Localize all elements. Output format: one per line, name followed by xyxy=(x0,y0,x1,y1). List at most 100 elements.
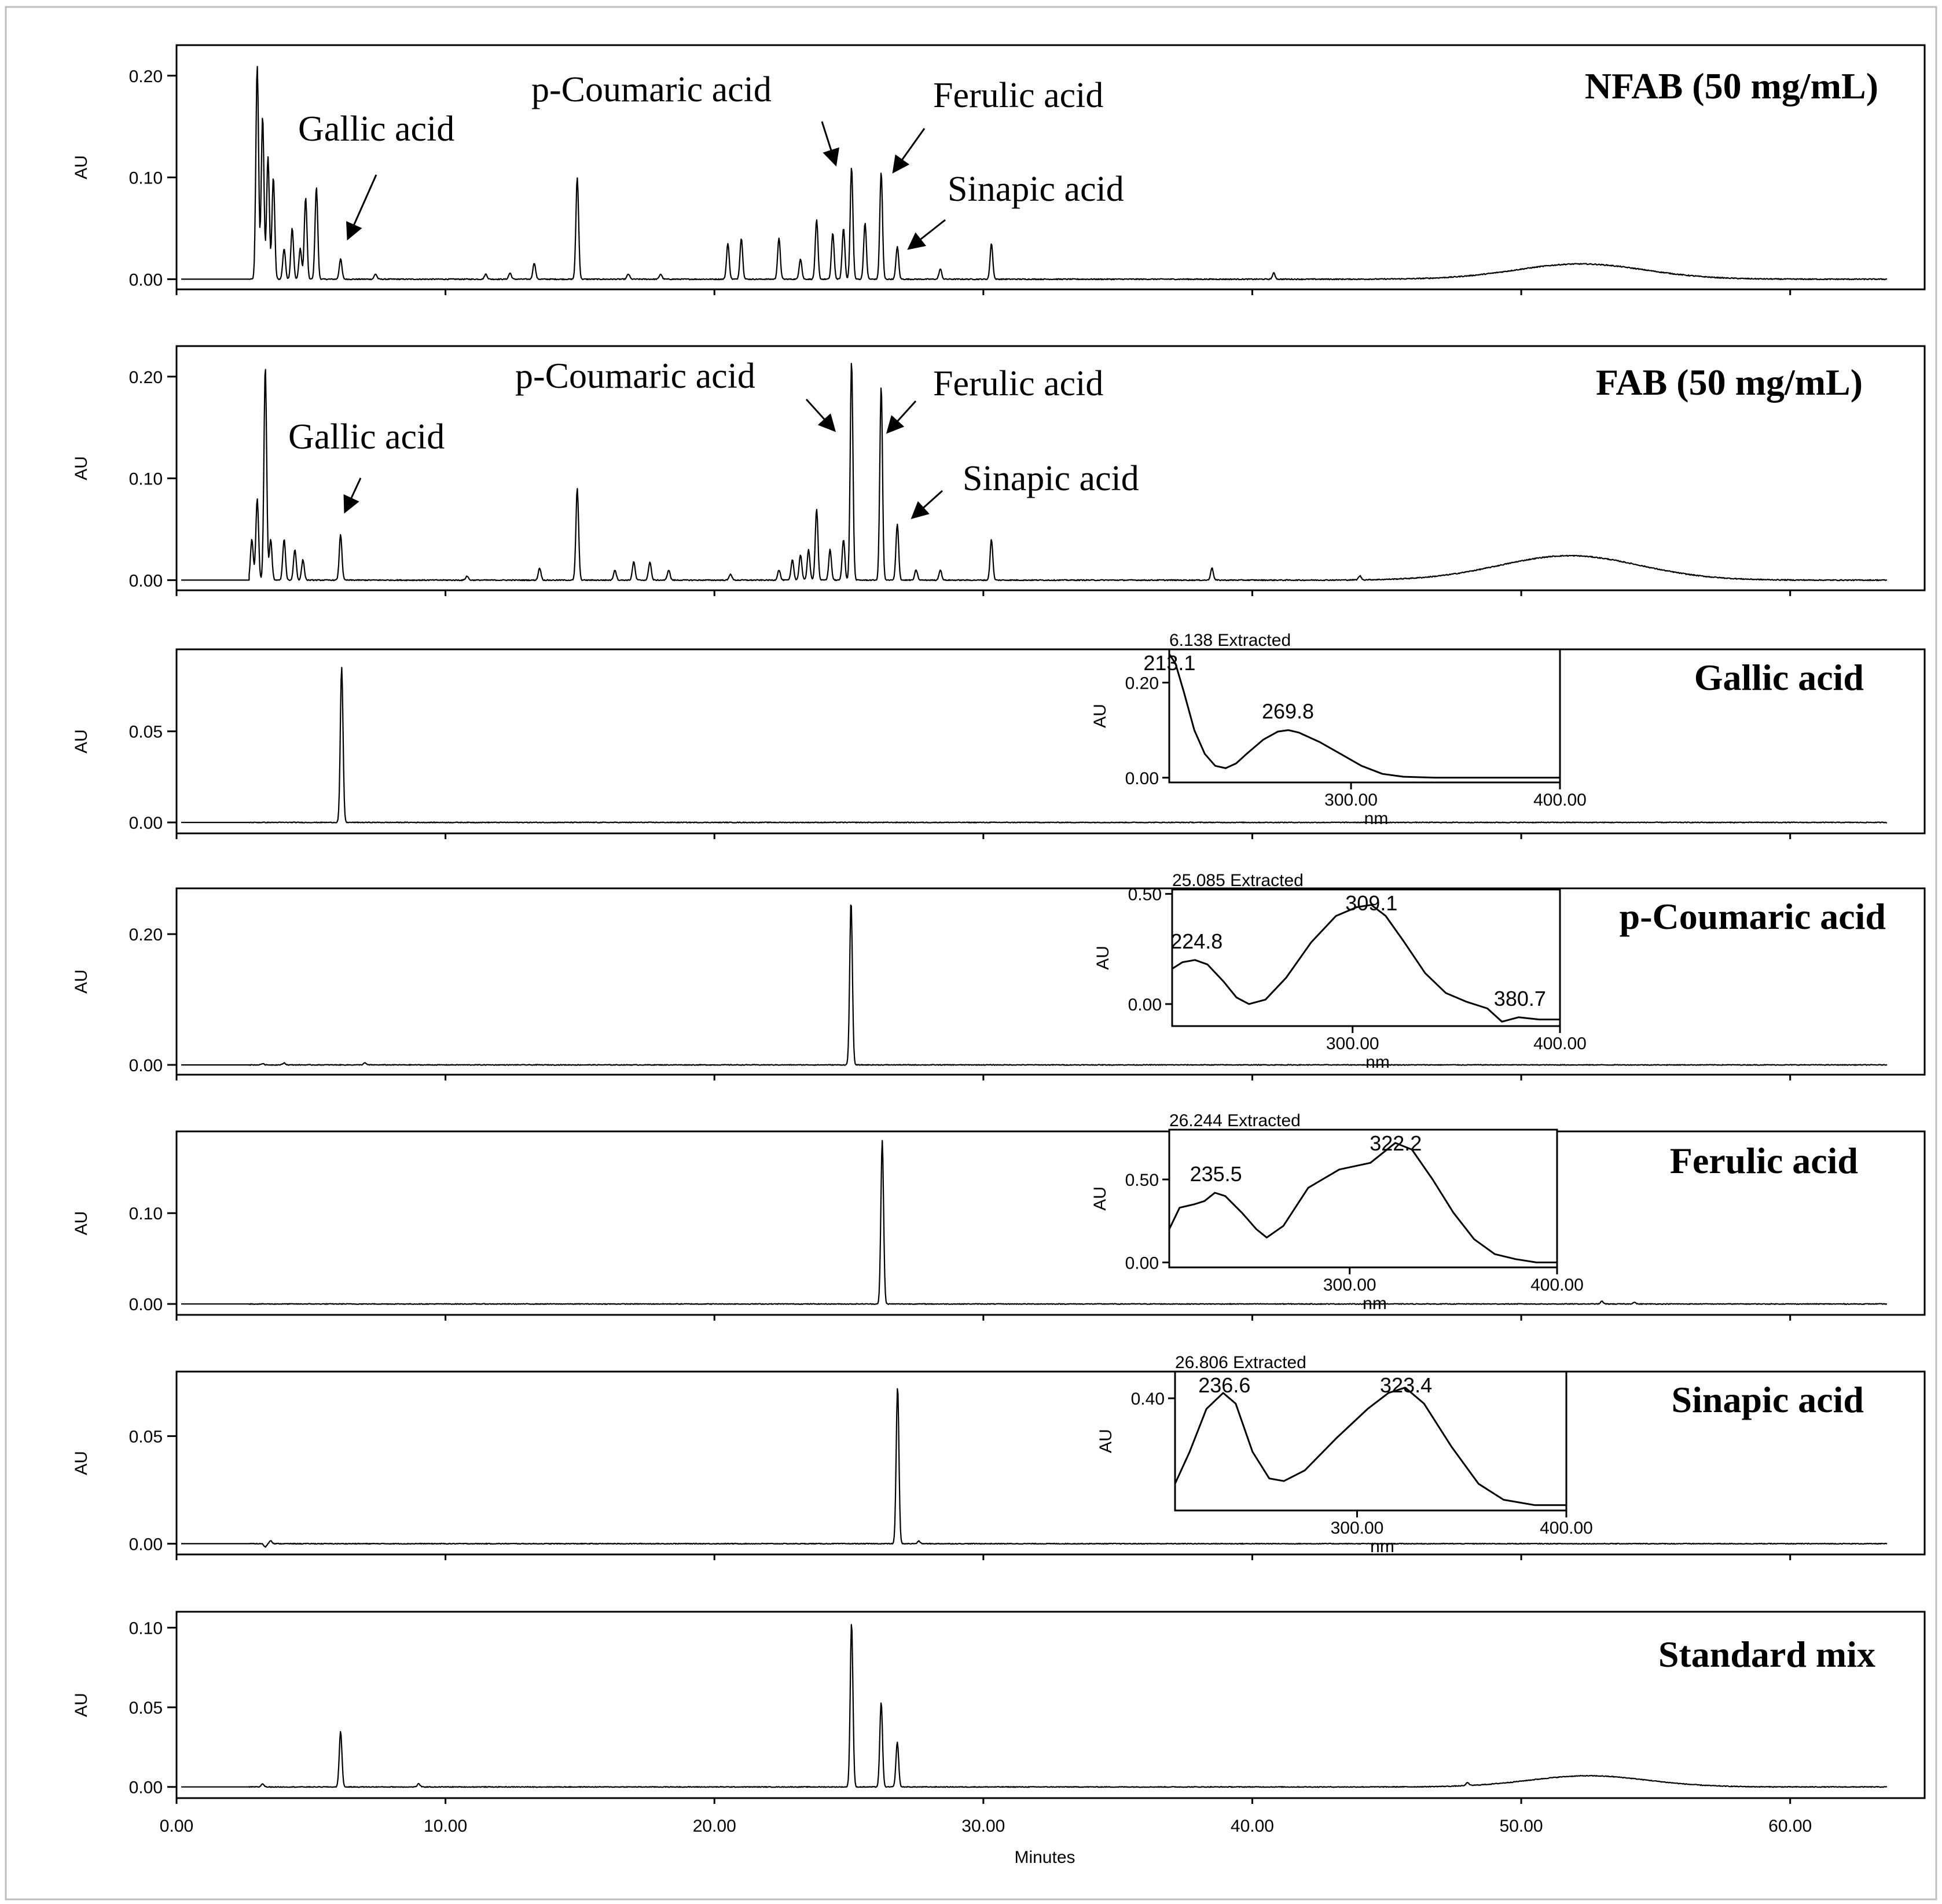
panel-5: AU 0.00 0.05 Sinapic acid 26.806 Extracted nm… xyxy=(72,1353,1926,1560)
panel-frame xyxy=(175,887,1926,1076)
inset-x-tick-label: 300.00 xyxy=(1331,1519,1384,1538)
inset-x-tick-label: 400.00 xyxy=(1530,1276,1584,1295)
inset-y-label: AU xyxy=(1093,946,1113,970)
inset-frame xyxy=(1174,1370,1567,1512)
panel-frame xyxy=(175,345,1926,591)
panel-6: AU 0.00 0.05 0.10 Standard mix xyxy=(72,1611,1926,1804)
inset-x-label: nm xyxy=(1365,1053,1390,1072)
panel-title: Sinapic acid xyxy=(1671,1379,1864,1420)
panel-title: p-Coumaric acid xyxy=(1620,896,1886,937)
panel-frame xyxy=(175,648,1926,835)
y-tick-label: 0.20 xyxy=(129,368,163,387)
inset-spectrum: 25.085 Extracted nm AU 300.00 400.00 0.00 0.50… xyxy=(1093,871,1587,1072)
inset-x-label: nm xyxy=(1364,809,1389,828)
chromatogram-trace xyxy=(181,1624,1888,1788)
panel-2: AU 0.00 0.05 Gallic acid 6.138 Extracted nm AU… xyxy=(72,631,1926,839)
x-tick-label: 0.00 xyxy=(160,1817,193,1836)
inset-frame xyxy=(1168,1129,1558,1269)
peak-arrow xyxy=(805,398,836,432)
panel-title: FAB (50 mg/mL) xyxy=(1596,362,1863,403)
peak-arrow xyxy=(907,219,946,250)
y-axis-label: AU xyxy=(72,1451,91,1475)
panel-title: Standard mix xyxy=(1658,1634,1875,1675)
y-axis-label: AU xyxy=(72,155,91,179)
peak-annotation: Ferulic acid xyxy=(933,364,1103,403)
figure-frame xyxy=(5,6,1937,1901)
inset-x-tick-label: 300.00 xyxy=(1326,1034,1379,1053)
inset-y-tick-label: 0.00 xyxy=(1128,995,1162,1015)
inset-peak-label: 323.4 xyxy=(1380,1373,1432,1397)
inset-spectrum: 26.244 Extracted nm AU 300.00 400.00 0.00 0.50… xyxy=(1091,1111,1584,1313)
peak-arrow xyxy=(343,477,362,514)
inset-y-tick-label: 0.40 xyxy=(1131,1390,1165,1409)
y-tick-label: 0.10 xyxy=(129,169,163,188)
panel-title: Gallic acid xyxy=(1694,657,1864,698)
inset-x-label: nm xyxy=(1363,1294,1387,1313)
peak-annotation: p-Coumaric acid xyxy=(515,356,755,396)
x-axis-label: Minutes xyxy=(1014,1848,1075,1867)
x-tick-label: 50.00 xyxy=(1500,1817,1543,1836)
uv-spectrum-line xyxy=(1168,1142,1557,1263)
panel-3: AU 0.00 0.20 p-Coumaric acid 25.085 Extracte… xyxy=(72,871,1926,1080)
peak-arrow xyxy=(821,121,839,167)
peak-annotation: Gallic acid xyxy=(288,417,445,457)
y-tick-label: 0.20 xyxy=(129,925,163,944)
panel-frame xyxy=(175,1370,1926,1556)
x-tick-label: 30.00 xyxy=(961,1817,1005,1836)
x-tick-label: 20.00 xyxy=(693,1817,736,1836)
inset-peak-label: 269.8 xyxy=(1262,700,1314,723)
y-tick-label: 0.10 xyxy=(129,1204,163,1223)
inset-spectrum: 26.806 Extracted nm AU 300.00 400.00 0.40 236.… xyxy=(1096,1353,1593,1556)
inset-peak-label: 213.1 xyxy=(1143,651,1195,675)
y-tick-label: 0.00 xyxy=(129,571,163,590)
inset-y-label: AU xyxy=(1091,704,1110,728)
chromatogram-trace xyxy=(181,667,1888,824)
x-tick-label: 60.00 xyxy=(1768,1817,1812,1836)
y-tick-label: 0.00 xyxy=(129,814,163,833)
y-axis-label: AU xyxy=(72,456,91,480)
x-tick-label: 10.00 xyxy=(424,1817,467,1836)
plot-layer: AU 0.00 0.10 0.20 Gallic acid p-Coumaric acid… xyxy=(72,44,1926,1867)
y-tick-label: 0.20 xyxy=(129,67,163,86)
inset-peak-label: 224.8 xyxy=(1170,929,1223,953)
inset-header: 26.806 Extracted xyxy=(1175,1353,1306,1372)
inset-x-tick-label: 400.00 xyxy=(1540,1519,1593,1538)
inset-frame xyxy=(1168,648,1561,784)
inset-y-tick-label: 0.00 xyxy=(1125,1254,1159,1273)
inset-peak-label: 380.7 xyxy=(1494,987,1546,1010)
chromatogram-trace xyxy=(181,363,1888,582)
y-tick-label: 0.10 xyxy=(129,470,163,489)
y-tick-label: 0.00 xyxy=(129,1778,163,1798)
y-axis-label: AU xyxy=(72,1693,91,1717)
inset-x-tick-label: 300.00 xyxy=(1323,1276,1376,1295)
inset-frame xyxy=(1171,888,1561,1027)
panel-frame xyxy=(175,44,1926,291)
chromatogram-trace xyxy=(181,1140,1888,1305)
panel-0: AU 0.00 0.10 0.20 Gallic acid p-Coumaric acid… xyxy=(72,44,1926,295)
inset-y-tick-label: 0.00 xyxy=(1125,769,1159,788)
inset-x-tick-label: 300.00 xyxy=(1324,791,1378,810)
inset-peak-label: 309.1 xyxy=(1345,891,1397,915)
panel-4: AU 0.00 0.10 Ferulic acid 26.244 Extracted nm… xyxy=(72,1111,1926,1321)
peak-annotation: Sinapic acid xyxy=(963,459,1139,498)
inset-x-label: nm xyxy=(1370,1537,1394,1556)
y-tick-label: 0.00 xyxy=(129,1535,163,1554)
y-axis-label: AU xyxy=(72,1211,91,1236)
inset-header: 6.138 Extracted xyxy=(1169,631,1291,650)
inset-header: 25.085 Extracted xyxy=(1172,871,1304,890)
uv-spectrum-line xyxy=(1172,904,1560,1023)
y-tick-label: 0.05 xyxy=(129,1699,163,1718)
peak-arrow xyxy=(911,490,944,520)
chromatogram-trace xyxy=(181,904,1888,1066)
panel-title: NFAB (50 mg/mL) xyxy=(1585,65,1878,106)
inset-y-tick-label: 0.20 xyxy=(1125,674,1159,693)
inset-peak-label: 236.6 xyxy=(1198,1373,1250,1397)
inset-header: 26.244 Extracted xyxy=(1169,1111,1301,1130)
y-tick-label: 0.00 xyxy=(129,1056,163,1075)
peak-arrow xyxy=(346,174,377,241)
y-tick-label: 0.00 xyxy=(129,1295,163,1314)
